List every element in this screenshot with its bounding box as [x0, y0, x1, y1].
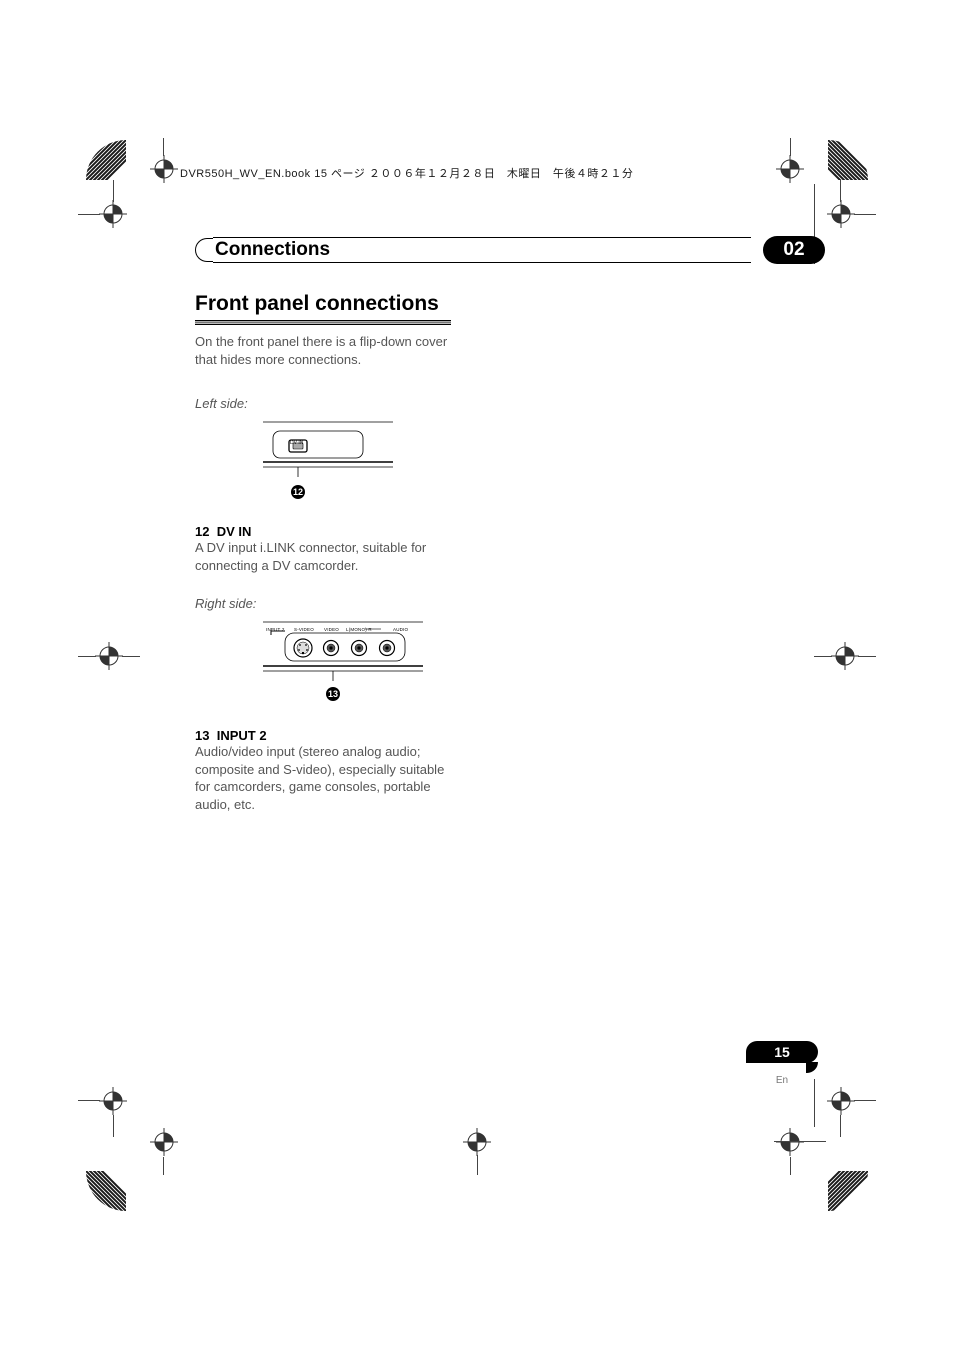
label-input2: INPUT 2: [266, 627, 285, 632]
guide-line: [774, 1141, 826, 1142]
guide-line: [858, 656, 876, 657]
crosshair-icon: [831, 642, 859, 670]
chapter-title: Connections: [213, 237, 751, 263]
section-underline: [195, 320, 451, 325]
item-12-heading: 12 DV IN: [195, 524, 825, 539]
crosshair-icon: [99, 1087, 127, 1115]
corner-mark-tr: [828, 140, 868, 180]
guide-line: [78, 214, 100, 215]
guide-line: [814, 1079, 815, 1127]
label-svideo: S-VIDEO: [294, 627, 314, 632]
badge-13: 13: [326, 687, 340, 701]
print-slug: DVR550H_WV_EN.book 15 ページ ２００６年１２月２８日 木曜…: [180, 165, 633, 181]
guide-line: [790, 138, 791, 156]
corner-mark-bl: [86, 1171, 126, 1211]
guide-line: [78, 1100, 100, 1101]
guide-line: [840, 180, 841, 202]
crosshair-icon: [776, 155, 804, 183]
guide-line: [113, 180, 114, 202]
label-audio: AUDIO: [393, 627, 408, 632]
guide-line: [854, 214, 876, 215]
label-lmono: L(MONO) R: [346, 627, 372, 632]
item-13-heading: 13 INPUT 2: [195, 728, 825, 743]
corner-mark-br: [828, 1171, 868, 1211]
page-content: Connections 02 Front panel connections O…: [195, 236, 825, 835]
crosshair-icon: [95, 642, 123, 670]
crosshair-icon: [776, 1128, 804, 1156]
guide-line: [840, 1115, 841, 1137]
guide-line: [477, 1155, 478, 1175]
crosshair-icon: [150, 1128, 178, 1156]
crosshair-icon: [463, 1128, 491, 1156]
intro-text: On the front panel there is a flip-down …: [195, 333, 455, 368]
right-side-label: Right side:: [195, 596, 825, 611]
input2-diagram: INPUT 2 S-VIDEO VIDEO L(MONO) R AUDIO 13: [263, 621, 825, 718]
chapter-header: Connections 02: [195, 236, 825, 264]
guide-line: [854, 1100, 876, 1101]
crosshair-icon: [827, 1087, 855, 1115]
guide-line: [78, 656, 96, 657]
chapter-cap: [195, 238, 213, 262]
left-side-label: Left side:: [195, 396, 825, 411]
page-lang: En: [746, 1075, 818, 1086]
guide-line: [122, 656, 140, 657]
guide-line: [790, 1157, 791, 1175]
crosshair-icon: [827, 200, 855, 228]
page-number: 15 En: [746, 1041, 818, 1086]
guide-line: [163, 1157, 164, 1175]
badge-12: 12: [291, 485, 305, 499]
crosshair-icon: [150, 155, 178, 183]
corner-mark-tl: [86, 140, 126, 180]
section-heading: Front panel connections: [195, 292, 825, 316]
item-12-body: A DV input i.LINK connector, suitable fo…: [195, 539, 455, 574]
label-video: VIDEO: [324, 627, 339, 632]
dv-in-diagram: 12 DV IN: [263, 421, 825, 514]
guide-line: [113, 1115, 114, 1137]
item-13-body: Audio/video input (stereo analog audio; …: [195, 743, 455, 813]
crosshair-icon: [99, 200, 127, 228]
page-number-pill: 15: [746, 1041, 818, 1063]
chapter-number-pill: 02: [763, 236, 825, 264]
dv-in-port-label-text: DV IN: [290, 440, 303, 446]
page-number-tail: [746, 1063, 818, 1073]
guide-line: [163, 138, 164, 156]
